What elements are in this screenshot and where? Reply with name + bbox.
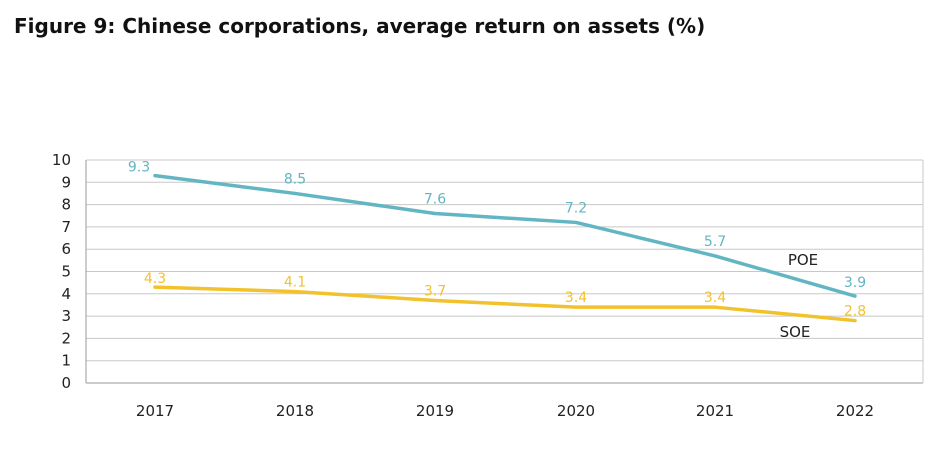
data-label-soe: 3.4: [565, 290, 587, 306]
y-tick-label: 0: [61, 374, 71, 392]
y-tick-label: 3: [61, 307, 71, 325]
y-tick-label: 9: [61, 173, 71, 191]
data-label-soe: 3.7: [424, 283, 446, 299]
series-labels: POE SOE: [780, 251, 819, 341]
x-tick-label: 2017: [136, 402, 174, 420]
x-tick-label: 2020: [557, 402, 595, 420]
y-tick-label: 7: [61, 218, 71, 236]
data-label-poe: 3.9: [844, 275, 866, 291]
chart-title: Figure 9: Chinese corporations, average …: [14, 14, 706, 38]
data-label-poe: 5.7: [704, 234, 726, 250]
gridlines: [85, 159, 924, 384]
series-label-poe: POE: [788, 251, 818, 269]
y-tick-label: 2: [61, 329, 71, 347]
series-lines: [153, 173, 857, 323]
series-line-soe: [153, 285, 857, 323]
data-label-soe: 4.3: [144, 271, 166, 287]
data-label-soe: 3.4: [704, 290, 726, 306]
y-tick-label: 4: [61, 285, 71, 303]
y-tick-label: 1: [61, 352, 71, 370]
data-label-poe: 8.5: [284, 171, 306, 187]
y-tick-label: 6: [61, 240, 71, 258]
data-label-poe: 7.6: [424, 192, 446, 208]
x-tick-label: 2022: [836, 402, 874, 420]
x-tick-label: 2019: [416, 402, 454, 420]
series-line-poe: [153, 173, 857, 298]
y-tick-label: 10: [52, 151, 71, 169]
y-axis-ticks: 0 1 2 3 4 5 6 7 8 9 10: [52, 151, 71, 392]
x-tick-label: 2021: [696, 402, 734, 420]
y-tick-label: 5: [61, 263, 71, 281]
data-label-poe: 7.2: [565, 200, 587, 216]
data-labels: 9.3 8.5 7.6 7.2 5.7 3.9 4.3 4.1 3.7 3.4 3.4 2.8: [128, 160, 866, 320]
x-tick-label: 2018: [276, 402, 314, 420]
x-axis-ticks: 2017 2018 2019 2020 2021 2022: [136, 402, 874, 420]
data-label-soe: 2.8: [844, 304, 866, 320]
data-label-soe: 4.1: [284, 275, 306, 291]
data-label-poe: 9.3: [128, 160, 150, 176]
y-tick-label: 8: [61, 196, 71, 214]
series-label-soe: SOE: [780, 323, 811, 341]
